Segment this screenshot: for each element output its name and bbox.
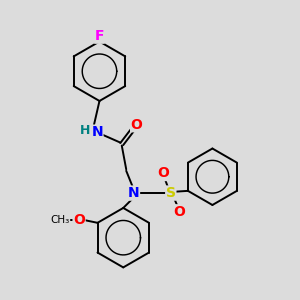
Text: methoxy: methoxy [60,218,66,219]
Text: CH₃: CH₃ [50,215,70,225]
Text: O: O [73,213,85,227]
Text: O: O [173,205,185,219]
Text: S: S [166,186,176,200]
Text: N: N [91,125,103,139]
Text: N: N [128,186,140,200]
Text: O: O [131,118,142,132]
Text: H: H [80,124,90,137]
Text: O: O [158,167,169,181]
Text: F: F [95,29,104,43]
